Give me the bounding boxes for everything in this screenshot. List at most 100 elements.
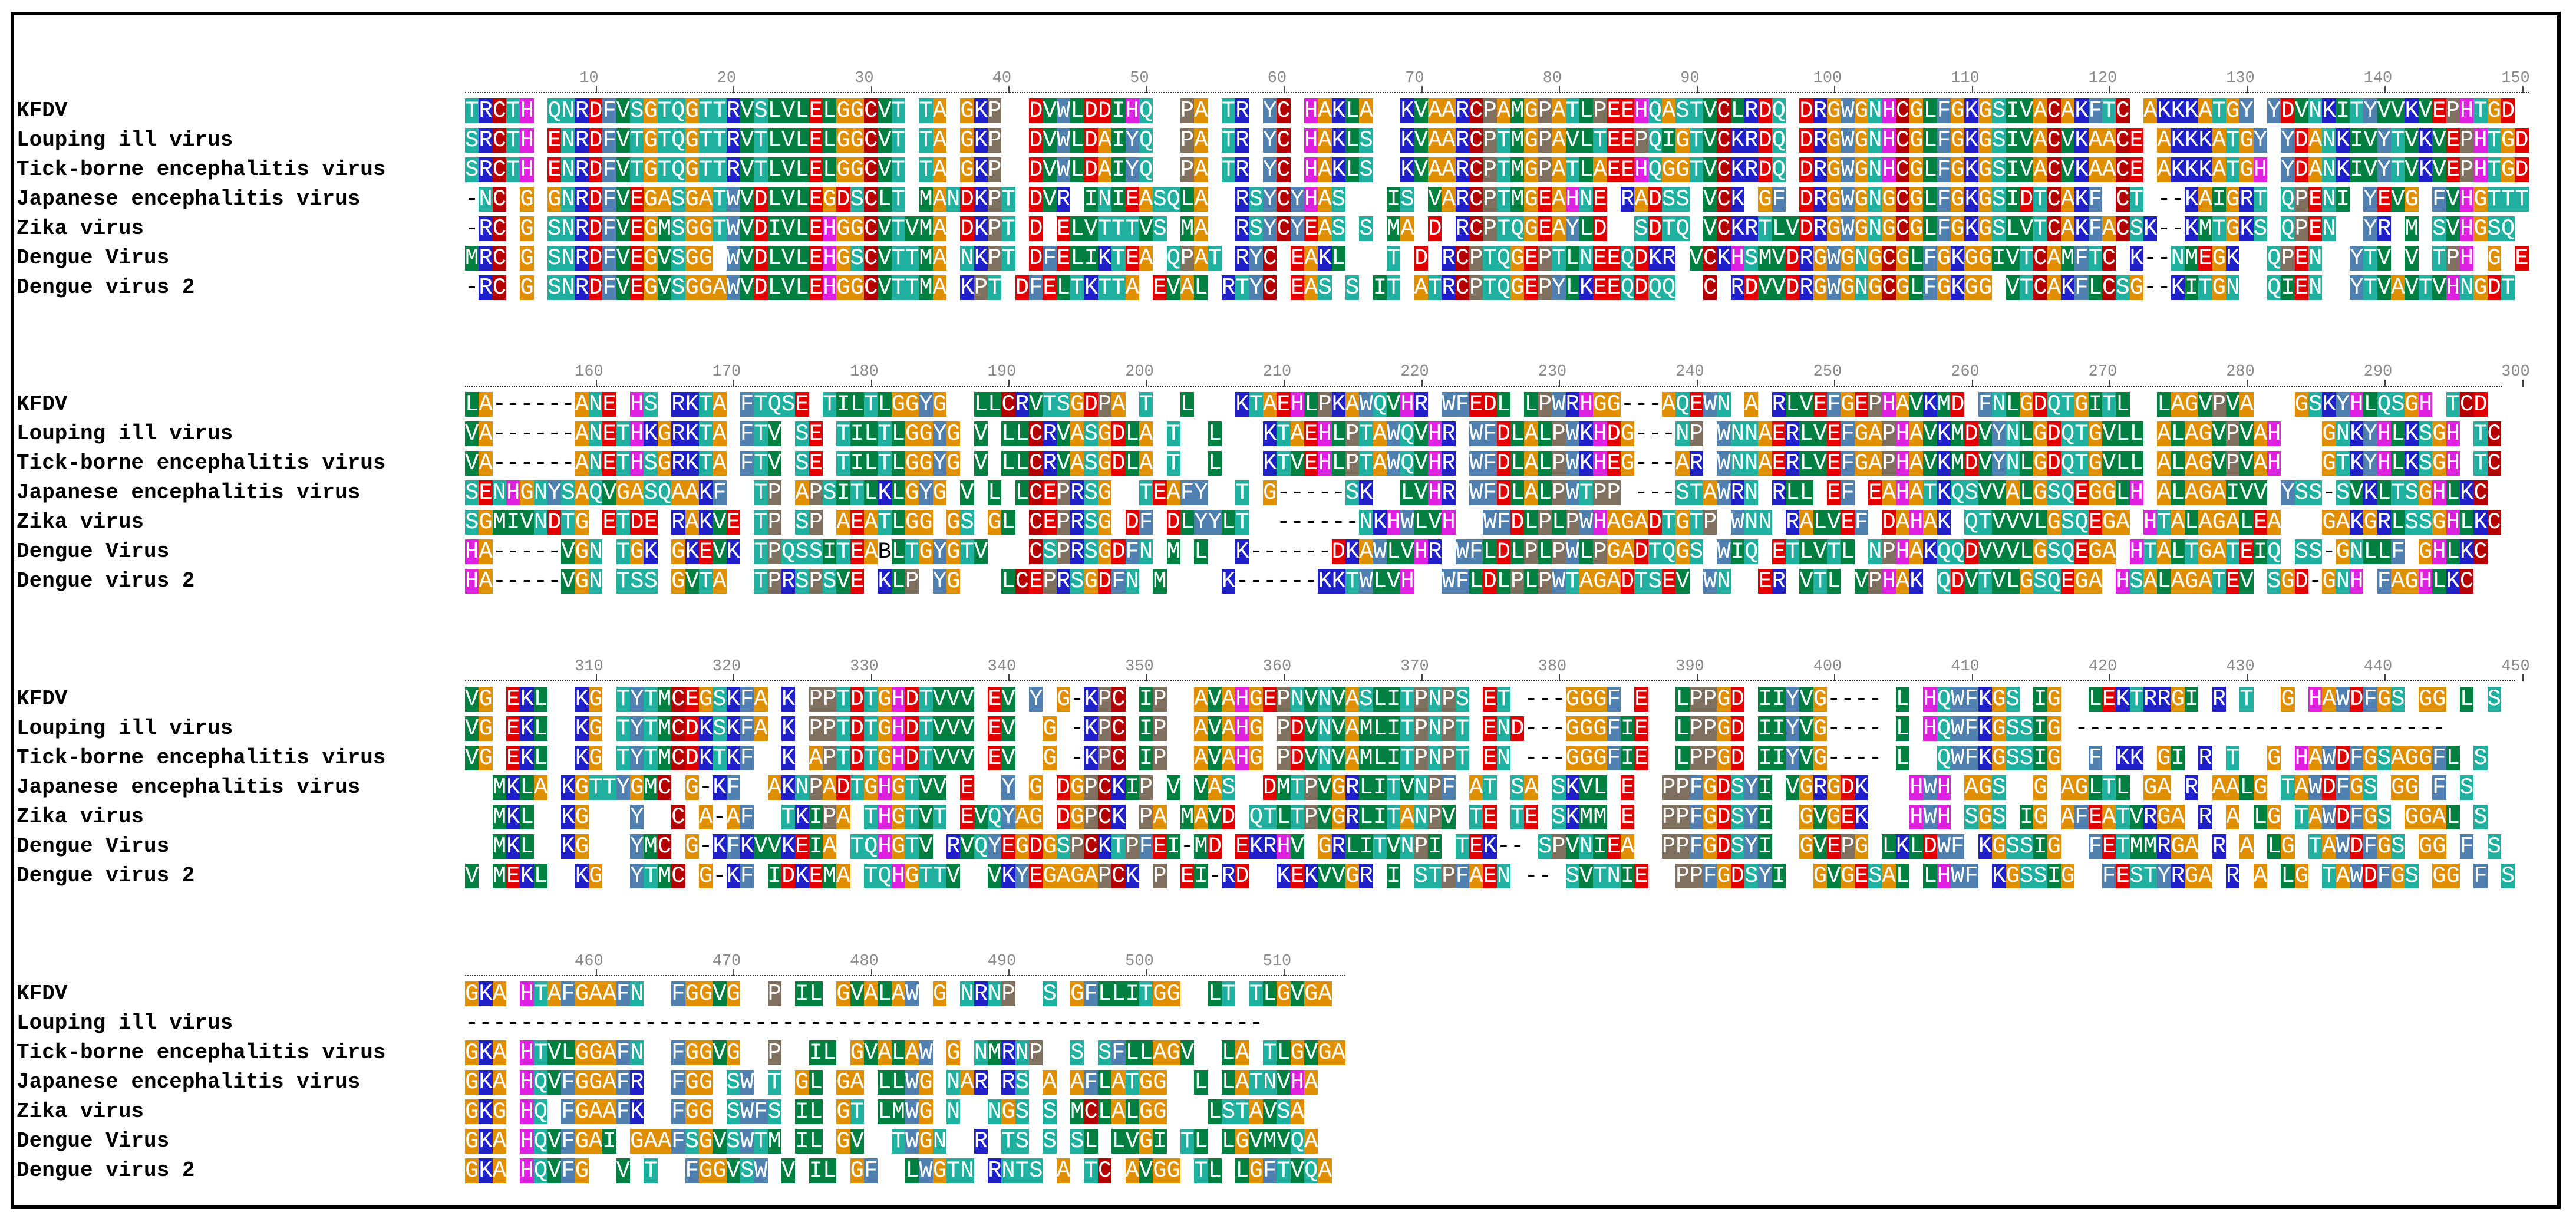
ruler-tick-mark [1421,86,1423,93]
ruler-tick-label: 80 [1542,70,1562,87]
sequence-row: Japanese encephalitis virus SENHGNYSAQVGA… [14,478,2548,508]
ruler-tick-mark [2247,380,2248,387]
sequence-row: Zika virus MKL KG Y C A-AF TKIPA THGTVT … [14,802,2548,832]
ruler-tick-label: 120 [2088,70,2117,87]
sequence-row: Dengue Virus GKA HQVFGAI GAAFSGVSWTM IL G… [14,1127,2548,1156]
ruler-tick-label: 300 [2501,363,2530,381]
ruler-tick-mark [1008,86,1010,93]
ruler-tick-label: 370 [1400,658,1429,676]
species-label: KFDV [17,981,68,1006]
ruler-tick-label: 480 [850,953,879,970]
species-label: Dengue virus 2 [17,275,195,299]
species-label: Dengue virus 2 [17,864,195,888]
ruler-tick-label: 320 [712,658,741,676]
ruler-tick-mark [1008,674,1010,681]
ruler-tick-label: 90 [1680,70,1700,87]
ruler-tick-label: 110 [1951,70,1980,87]
sequence-row: Louping ill virus SRCTH ENRDFVTGTQGTTRVTL… [14,126,2548,155]
alignment-figure: 10 20 30 40 50 60 70 80 90 100 110 120 130 140 150 KFDV… [11,12,2561,1209]
ruler-tick-label: 470 [712,953,741,970]
species-label: Dengue Virus [17,246,170,270]
ruler-tick-mark [1834,674,1836,681]
ruler-tick-label: 30 [855,70,874,87]
species-label: Tick-borne encephalitis virus [17,746,386,770]
species-label: Japanese encephalitis virus [17,187,361,211]
ruler-tick-label: 450 [2501,658,2530,676]
sequence-residues: GKA HQVFGAI GAAFSGVSWTM IL GV TWGN R TS … [465,1128,1318,1154]
sequence-row: Zika virus GKG HQ FGAAFK FGG SWFS IL GT L… [14,1097,2548,1127]
ruler-tick-label: 380 [1538,658,1567,676]
sequence-residues: VA------ANETHSGRKTA FTV SE TILTLGGYG V L… [465,450,2501,476]
sequence-row: Tick-borne encephalitis virus VG EKL KG T… [14,743,2548,773]
species-label: Tick-borne encephalitis virus [17,157,386,182]
sequence-row: Dengue virus 2 GKA HQVFG V T FGGVSW V IL … [14,1156,2548,1185]
alignment-block: 160 170 180 190 200 210 220 230 240 250 260 270 280 2… [14,363,2548,599]
ruler-baseline [465,386,2502,387]
ruler-tick-mark [1559,674,1561,681]
species-label: Japanese encephalitis virus [17,1070,361,1094]
sequence-residues: HA-----VGN TSS GVTA TPRSPSVE KLP YG LCEP… [465,568,2474,594]
ruler-tick-label: 350 [1125,658,1154,676]
ruler-tick-mark [1146,380,1147,387]
species-label: Japanese encephalitis virus [17,775,361,799]
ruler-tick-label: 160 [575,363,603,381]
species-label: Dengue Virus [17,834,170,858]
ruler-tick-mark [1971,380,1973,387]
ruler-tick-label: 390 [1675,658,1704,676]
ruler-tick-mark [1559,380,1561,387]
species-label: Zika virus [17,216,144,241]
alignment-block: 310 320 330 340 350 360 370 380 390 400 410 420 430 4… [14,658,2548,894]
sequence-row: Tick-borne encephalitis virus GKA HTVLGGA… [14,1038,2548,1068]
alignment-block: 10 20 30 40 50 60 70 80 90 100 110 120 130 140 150 KFDV… [14,70,2548,305]
ruler-tick-label: 220 [1400,363,1429,381]
sequence-row: KFDV VG EKL KG TYTMCEGSKFA K PPTDTGHDTVVV… [14,684,2548,714]
ruler-tick-mark [595,969,597,976]
ruler-baseline [465,975,1346,976]
ruler-tick-mark [1146,86,1147,93]
species-label: KFDV [17,392,68,416]
sequence-row: Louping ill virus VG EKL KG TYTMCDKSKFA K… [14,714,2548,743]
ruler-tick-label: 70 [1405,70,1424,87]
sequence-residues: LA------ANE HS RKTA FTQSE TILTLGGYG LLCR… [465,391,2488,417]
species-label: Zika virus [17,1099,144,1124]
ruler-tick-mark [2247,674,2248,681]
ruler-tick-mark [1834,86,1836,93]
sequence-residues: V MEKL KG YTMC G-KF IDKEMA TQHGTTV VKYEG… [465,863,2515,889]
ruler-tick-label: 20 [717,70,737,87]
species-label: Louping ill virus [17,421,233,446]
ruler-tick-label: 100 [1813,70,1842,87]
position-ruler: 310 320 330 340 350 360 370 380 390 400 410 420 430 4… [465,658,2530,687]
sequence-row: Japanese encephalitis virus -NC G GNRDFVE… [14,185,2548,214]
ruler-tick-label: 430 [2226,658,2255,676]
sequence-residues: ----------------------------------------… [465,1010,1263,1036]
ruler-tick-mark [1559,86,1561,93]
sequence-residues: GKA HTAFGAAFN FGGVG P IL GVALAW G NRNP S… [465,981,1332,1007]
ruler-tick-label: 410 [1951,658,1980,676]
ruler-tick-mark [1421,380,1423,387]
ruler-tick-label: 420 [2088,658,2117,676]
ruler-tick-mark [1284,86,1285,93]
species-label: Tick-borne encephalitis virus [17,451,386,475]
ruler-tick-mark [2384,86,2386,93]
ruler-tick-mark [1696,674,1698,681]
sequence-residues: HA-----VGN TGK GKEVK TPQSSITEABLTGYGTV C… [465,539,2488,565]
sequence-residues: MKLA KGTTYGMC G-KF AKNPADTGHGTVV E Y G D… [492,775,2474,801]
position-ruler: 460 470 480 490 500 510 [465,953,2529,982]
ruler-tick-mark [733,380,735,387]
ruler-tick-label: 510 [1262,953,1292,970]
ruler-tick-label: 210 [1262,363,1292,381]
sequence-residues: SENHGNYSAQVGASQAAKF TP APSITLKLGYG V L L… [465,480,2488,506]
ruler-tick-mark [1008,969,1010,976]
position-ruler: 160 170 180 190 200 210 220 230 240 250 260 270 280 2… [465,363,2530,393]
ruler-tick-label: 60 [1267,70,1287,87]
sequence-residues: -NC G GNRDFVEGASGATWVDLVLEGDSCLT MANDKPT… [465,186,2529,212]
ruler-tick-label: 250 [1813,363,1842,381]
ruler-tick-label: 10 [579,70,599,87]
sequence-row: KFDV LA------ANE HS RKTA FTQSE TILTLGGYG … [14,390,2548,419]
sequence-residues: GKA HQVFG V T FGGVSW V IL GF LWGTN RNTS … [465,1158,1332,1184]
species-label: KFDV [17,687,68,711]
ruler-tick-mark [733,969,735,976]
sequence-row: Louping ill virus VA------ANETHKGRKTA FTV… [14,419,2548,449]
species-label: Dengue virus 2 [17,569,195,593]
ruler-tick-mark [595,86,597,93]
